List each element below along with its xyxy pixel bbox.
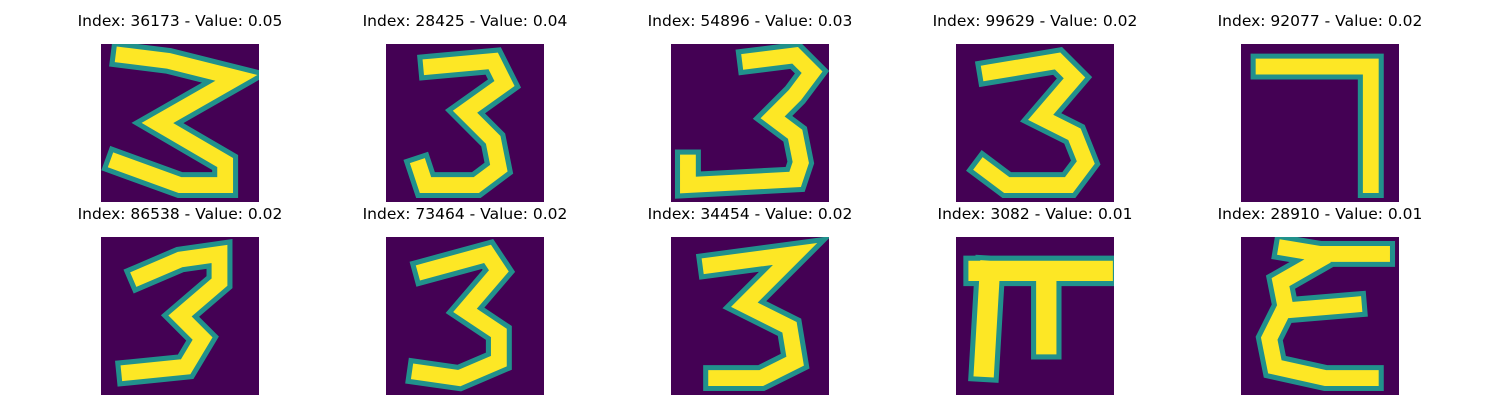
digit-image — [101, 237, 259, 395]
digit-image — [671, 237, 829, 395]
digit-panel-5: Index: 92077 - Value: 0.02 — [1210, 10, 1430, 202]
digit-image — [956, 237, 1114, 395]
digit-panel-10: Index: 28910 - Value: 0.01 — [1210, 203, 1430, 395]
panel-title: Index: 28425 - Value: 0.04 — [362, 12, 568, 30]
panel-title: Index: 99629 - Value: 0.02 — [932, 12, 1138, 30]
panel-title: Index: 34454 - Value: 0.02 — [647, 205, 853, 223]
panel-title: Index: 54896 - Value: 0.03 — [647, 12, 853, 30]
panel-title: Index: 73464 - Value: 0.02 — [362, 205, 568, 223]
digit-image — [1241, 44, 1399, 202]
digit-panel-7: Index: 73464 - Value: 0.02 — [355, 203, 575, 395]
panel-title: Index: 28910 - Value: 0.01 — [1217, 205, 1423, 223]
digit-panel-3: Index: 54896 - Value: 0.03 — [640, 10, 860, 202]
digit-image — [386, 237, 544, 395]
panel-title: Index: 3082 - Value: 0.01 — [937, 205, 1133, 223]
digit-panel-8: Index: 34454 - Value: 0.02 — [640, 203, 860, 395]
digit-image — [956, 44, 1114, 202]
digit-panel-2: Index: 28425 - Value: 0.04 — [355, 10, 575, 202]
digit-image — [101, 44, 259, 202]
digit-panel-4: Index: 99629 - Value: 0.02 — [925, 10, 1145, 202]
panel-title: Index: 92077 - Value: 0.02 — [1217, 12, 1423, 30]
panel-title: Index: 86538 - Value: 0.02 — [77, 205, 283, 223]
digit-image — [386, 44, 544, 202]
digit-image — [671, 44, 829, 202]
digit-panel-9: Index: 3082 - Value: 0.01 — [925, 203, 1145, 395]
digit-image — [1241, 237, 1399, 395]
digit-panel-6: Index: 86538 - Value: 0.02 — [70, 203, 290, 395]
panel-title: Index: 36173 - Value: 0.05 — [77, 12, 283, 30]
digit-panel-1: Index: 36173 - Value: 0.05 — [70, 10, 290, 202]
